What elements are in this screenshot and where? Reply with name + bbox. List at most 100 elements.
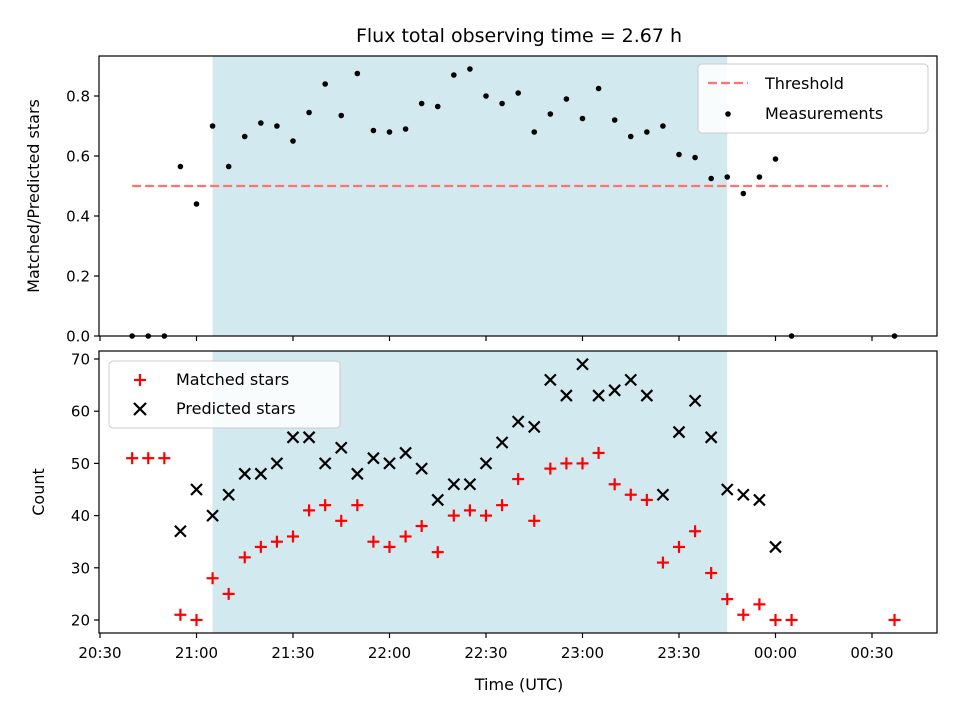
matched-star-point [383,540,396,553]
bottom-y-tick-label: 20 [71,612,90,630]
matched-star-point [689,525,702,538]
top-shaded-interval [212,56,728,336]
matched-star-point [367,535,380,548]
measurement-point [756,174,763,180]
predicted-star-point [753,493,766,507]
legend-measurements-label: Measurements [765,104,883,123]
measurement-point [274,123,280,129]
matched-star-point [753,598,766,611]
measurement-point [402,126,409,132]
x-tick-label: 21:30 [271,644,314,662]
predicted-star-point [334,441,348,455]
predicted-star-point [318,457,332,470]
matched-star-point [206,572,219,585]
measurement-point [595,85,602,92]
matched-star-point [399,530,412,543]
predicted-star-point [431,493,445,507]
predicted-star-point [720,483,734,496]
chart-title: Flux total observing time = 2.67 h [356,25,682,47]
predicted-star-point [656,488,670,501]
measurement-point [338,112,345,119]
bottom-y-axis-label: Count [29,468,48,516]
measurement-point [418,100,425,107]
matched-star-point [142,452,155,465]
matched-star-point [512,473,525,486]
x-tick-label: 20:30 [78,644,121,662]
measurement-point [547,111,554,117]
bottom-y-axis-ticks: 20 30 40 50 60 70 [71,351,99,630]
predicted-star-point [704,431,718,444]
bottom-y-tick-label: 40 [71,507,90,525]
measurement-point [644,129,650,135]
bottom-y-tick-label: 60 [71,403,90,421]
x-tick-label: 22:00 [368,644,411,662]
top-y-tick-label: 0.8 [66,88,90,106]
predicted-star-point [737,488,750,501]
top-y-tick-label: 0.0 [66,328,90,346]
x-tick-label: 21:00 [175,644,218,662]
top-y-axis-label: Matched/Predicted stars [24,99,43,293]
legend-matched-swatch [134,374,146,386]
predicted-star-point [463,478,477,491]
matched-star-point [640,493,653,506]
bottom-y-tick-label: 50 [71,455,90,473]
matched-star-point [737,608,750,621]
x-tick-label: 00:00 [754,644,797,662]
measurement-point [660,123,666,129]
measurement-point [740,190,747,197]
predicted-star-point [511,415,525,428]
bottom-x-axis-ticks: 20:30 21:00 21:30 22:00 22:30 23:00 23:30 00:00… [78,633,894,662]
predicted-star-point [254,467,268,481]
measurement-point [209,123,216,129]
predicted-star-point [479,457,493,470]
matched-star-point [544,462,557,475]
top-x-axis-ticks [99,336,873,341]
measurement-point [434,103,441,110]
predicted-star-point [270,457,284,470]
predicted-star-point [688,394,702,408]
matched-star-point [158,452,171,465]
matched-star-point [126,452,139,465]
predicted-star-point [447,478,461,491]
measurement-point [531,129,538,135]
top-y-tick-label: 0.6 [66,148,90,166]
matched-star-point [769,614,782,626]
legend-threshold-label: Threshold [764,74,844,93]
predicted-star-point [286,431,300,444]
matched-star-point [480,509,492,522]
measurement-point [354,70,361,77]
measurement-point [177,163,184,170]
predicted-star-point [640,389,654,402]
matched-star-point [576,457,589,470]
measurement-point [676,151,682,158]
legend-matched-label: Matched stars [176,370,289,389]
bottom-plot-frame [98,350,938,634]
x-tick-label: 00:30 [850,644,893,662]
measurement-point [225,163,232,170]
matched-star-point [222,587,235,600]
predicted-star-point [415,462,428,475]
predicted-star-point [672,425,686,439]
measurement-point [241,133,248,140]
matched-star-point [270,535,283,548]
measurement-point [258,120,264,126]
matched-star-point [190,614,203,626]
matched-star-point [238,551,251,564]
predicted-star-point [576,357,589,371]
predicted-star-point [383,457,396,470]
x-tick-label: 23:30 [657,644,700,662]
legend-predicted-label: Predicted stars [176,399,296,418]
x-tick-label: 23:00 [561,644,604,662]
bottom-legend: Matched stars Predicted stars [108,360,341,429]
matched-star-point [656,556,669,569]
x-axis-label: Time (UTC) [474,675,563,694]
matched-star-point [303,504,316,517]
measurement-point [370,127,377,134]
measurement-point [515,90,521,96]
matched-star-point [287,530,299,543]
predicted-star-point [238,467,252,481]
measurement-point [772,156,779,162]
measurement-point [193,201,200,207]
measurement-point [692,154,698,161]
matched-star-point [888,614,901,626]
